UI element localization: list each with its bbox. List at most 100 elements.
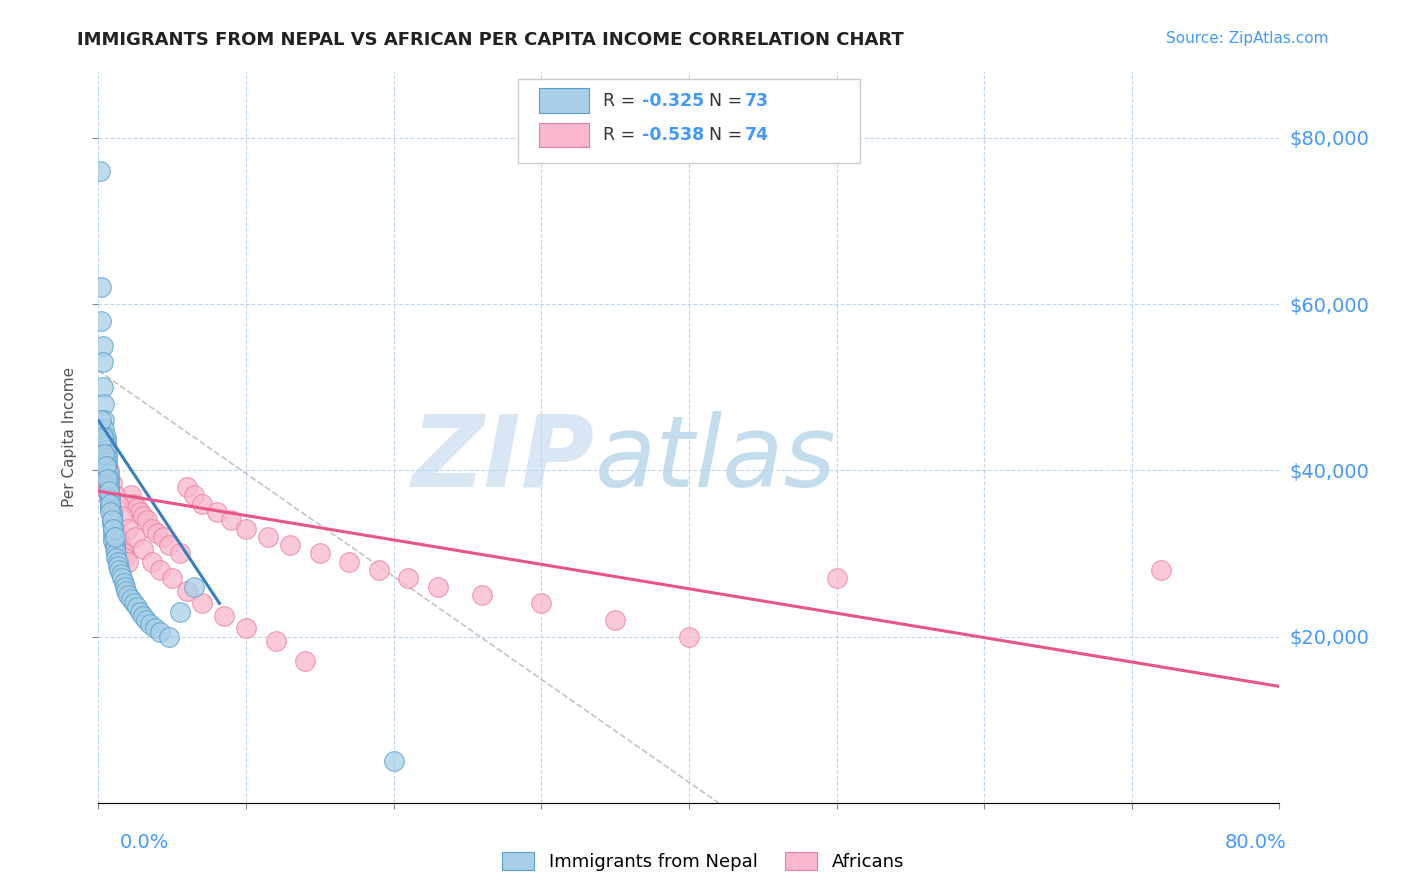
Text: 80.0%: 80.0%	[1225, 833, 1286, 853]
Point	[93, 447, 115, 461]
Point	[96, 463, 118, 477]
Point	[605, 613, 627, 627]
Point	[93, 467, 115, 482]
Point	[157, 630, 180, 644]
Text: Source: ZipAtlas.com: Source: ZipAtlas.com	[1166, 31, 1329, 46]
Text: N =: N =	[709, 92, 748, 110]
Point	[94, 459, 117, 474]
Point	[94, 447, 117, 461]
Point	[97, 472, 120, 486]
Point	[117, 521, 139, 535]
Point	[89, 164, 111, 178]
Point	[100, 505, 122, 519]
Text: R =: R =	[603, 126, 641, 144]
Point	[191, 497, 214, 511]
Point	[132, 608, 155, 623]
Point	[96, 472, 118, 486]
Point	[339, 555, 361, 569]
Point	[183, 580, 205, 594]
Point	[257, 530, 280, 544]
Point	[141, 555, 163, 569]
Text: -0.325: -0.325	[641, 92, 704, 110]
Text: 74: 74	[744, 126, 769, 144]
Point	[678, 630, 700, 644]
Point	[105, 546, 128, 560]
Point	[105, 525, 128, 540]
Point	[235, 621, 257, 635]
Point	[398, 571, 420, 585]
Point	[94, 438, 117, 452]
Point	[152, 530, 174, 544]
Point	[100, 505, 122, 519]
Point	[146, 525, 169, 540]
Point	[98, 492, 121, 507]
Point	[103, 517, 125, 532]
Point	[103, 513, 125, 527]
Point	[122, 497, 145, 511]
Point	[96, 484, 118, 499]
Point	[111, 509, 134, 524]
Point	[93, 422, 115, 436]
Point	[91, 459, 114, 474]
Point	[96, 480, 118, 494]
Point	[103, 521, 125, 535]
Point	[94, 475, 117, 490]
FancyBboxPatch shape	[517, 78, 860, 163]
Point	[309, 546, 332, 560]
Y-axis label: Per Capita Income: Per Capita Income	[62, 367, 77, 508]
FancyBboxPatch shape	[538, 88, 589, 113]
Point	[96, 455, 118, 469]
Point	[1150, 563, 1173, 577]
Point	[122, 596, 145, 610]
Point	[91, 380, 114, 394]
Text: R =: R =	[603, 92, 641, 110]
Point	[108, 563, 131, 577]
Point	[157, 538, 180, 552]
Point	[112, 575, 135, 590]
Text: -0.538: -0.538	[641, 126, 704, 144]
Point	[176, 583, 198, 598]
Point	[162, 571, 183, 585]
Point	[96, 450, 118, 465]
Point	[117, 588, 139, 602]
Point	[149, 563, 172, 577]
Point	[100, 513, 122, 527]
Point	[98, 500, 121, 515]
Point	[169, 546, 191, 560]
Text: N =: N =	[709, 126, 748, 144]
Point	[120, 488, 142, 502]
Point	[94, 472, 117, 486]
Point	[91, 430, 114, 444]
Point	[111, 542, 134, 557]
Point	[94, 430, 117, 444]
Point	[143, 621, 166, 635]
Point	[132, 509, 155, 524]
FancyBboxPatch shape	[538, 122, 589, 147]
Point	[96, 447, 118, 461]
Point	[124, 530, 146, 544]
Point	[96, 459, 118, 474]
Point	[128, 505, 150, 519]
Point	[135, 613, 157, 627]
Point	[107, 555, 129, 569]
Point	[104, 542, 127, 557]
Point	[427, 580, 450, 594]
Point	[114, 580, 136, 594]
Point	[104, 538, 127, 552]
Text: ZIP: ZIP	[412, 410, 595, 508]
Point	[93, 413, 115, 427]
Point	[176, 480, 198, 494]
Point	[110, 567, 132, 582]
Point	[183, 488, 205, 502]
Point	[105, 550, 128, 565]
Point	[90, 280, 112, 294]
Point	[98, 497, 121, 511]
Text: IMMIGRANTS FROM NEPAL VS AFRICAN PER CAPITA INCOME CORRELATION CHART: IMMIGRANTS FROM NEPAL VS AFRICAN PER CAP…	[77, 31, 904, 49]
Point	[98, 497, 121, 511]
Point	[115, 583, 138, 598]
Point	[90, 450, 112, 465]
Point	[104, 530, 127, 544]
Point	[97, 484, 120, 499]
Point	[91, 338, 114, 352]
Point	[94, 434, 117, 449]
